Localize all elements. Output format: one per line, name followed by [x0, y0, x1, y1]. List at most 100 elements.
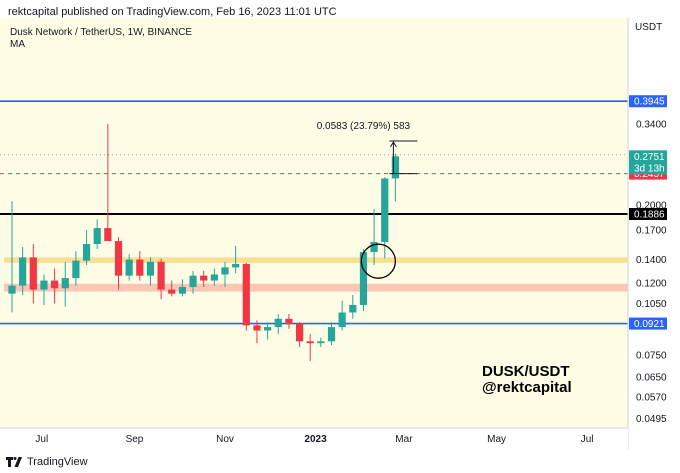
candle-body: [391, 156, 399, 179]
candle[interactable]: [295, 322, 304, 347]
candle[interactable]: [391, 153, 399, 202]
measure-label: 0.0583 (23.79%) 583: [317, 121, 411, 132]
measure-arrow-head: [389, 141, 397, 148]
candle-body: [349, 304, 357, 313]
price-tick-label: 0.1050: [636, 299, 667, 310]
candle[interactable]: [264, 322, 272, 340]
price-level-badge-label: 0.3945: [634, 97, 665, 108]
candle-body: [72, 260, 80, 279]
candle[interactable]: [189, 270, 197, 294]
candle-body: [264, 327, 272, 331]
price-chart[interactable]: 0.3400 0.2000 0.1700 0.1400 0.1200 0.1050 0.07…: [0, 18, 680, 450]
candle-body: [114, 241, 123, 276]
candle-body: [370, 242, 378, 253]
price-tick-label: 0.2000: [636, 201, 667, 212]
candle[interactable]: [370, 208, 378, 266]
candle[interactable]: [178, 279, 186, 297]
candle-body: [317, 341, 325, 344]
candle-body: [285, 318, 293, 324]
candle-body: [61, 278, 69, 289]
candle[interactable]: [51, 268, 59, 304]
candle[interactable]: [82, 229, 91, 266]
annotations-layer: [360, 140, 418, 279]
candle-body: [51, 280, 59, 289]
candle-body: [232, 263, 240, 268]
candle[interactable]: [168, 280, 176, 297]
candle[interactable]: [349, 295, 357, 319]
price-tick-label: 0.0495: [636, 414, 667, 425]
candle[interactable]: [253, 320, 261, 344]
candle[interactable]: [40, 274, 48, 305]
last-price-label: 0.2751: [634, 152, 665, 163]
candle-body: [221, 267, 229, 275]
tradingview-logo-icon: [6, 457, 22, 467]
watermark-pair: DUSK/USDT: [482, 363, 570, 380]
price-level-badge-label: 0.2457: [634, 169, 665, 180]
candle[interactable]: [221, 261, 229, 287]
candle[interactable]: [104, 123, 112, 242]
footer: TradingView: [6, 453, 88, 471]
candle[interactable]: [157, 258, 165, 300]
candle[interactable]: [136, 251, 144, 281]
candle-body: [104, 228, 112, 242]
candle-body: [242, 263, 250, 326]
candle[interactable]: [93, 219, 101, 250]
candle-body: [189, 275, 197, 287]
candle-body: [274, 318, 282, 328]
candle[interactable]: [29, 243, 37, 304]
candle[interactable]: [232, 245, 240, 274]
candle[interactable]: [338, 300, 346, 331]
time-axis[interactable]: Jul Sep Nov 2023 Mar May Jul: [0, 427, 628, 450]
candle[interactable]: [8, 201, 16, 313]
currency-label: USDT: [635, 22, 662, 33]
candle[interactable]: [285, 314, 293, 329]
candle-body: [19, 257, 27, 286]
price-level-badge-label: 0.1886: [634, 210, 665, 221]
candle-body: [136, 259, 144, 276]
chart-title: Dusk Network / TetherUS, 1W, BINANCE: [10, 27, 192, 38]
candle[interactable]: [327, 322, 336, 346]
time-tick-label: Sep: [126, 434, 144, 445]
highlight-circle: [360, 243, 397, 279]
price-tick-label: 0.0650: [636, 372, 667, 383]
zone-0: [4, 257, 628, 263]
candle[interactable]: [317, 337, 325, 347]
candle-body: [8, 285, 16, 294]
candle-body: [359, 252, 368, 305]
candle-body: [200, 275, 208, 281]
plot-background: [0, 18, 628, 428]
countdown-label: 3d 13h: [634, 163, 665, 174]
candles-layer[interactable]: [8, 123, 399, 362]
candle-body: [295, 323, 304, 342]
candle[interactable]: [72, 251, 80, 286]
price-axis-bg: [628, 18, 680, 450]
time-tick-label: Nov: [216, 434, 234, 445]
price-tick-label: 0.3400: [636, 119, 667, 130]
candle[interactable]: [125, 254, 133, 281]
candle[interactable]: [19, 246, 27, 296]
candle[interactable]: [210, 268, 218, 286]
price-tick-label: 0.1700: [636, 225, 667, 236]
candle-body: [178, 286, 186, 294]
candle-body: [29, 257, 37, 290]
candle[interactable]: [114, 237, 123, 290]
candle[interactable]: [200, 270, 208, 287]
zone-1: [4, 283, 628, 292]
price-tick-label: 0.0750: [636, 350, 667, 361]
zones-layer: [4, 257, 628, 292]
time-tick-label: 2023: [304, 434, 327, 445]
candle[interactable]: [306, 334, 314, 362]
price-axis[interactable]: 0.3400 0.2000 0.1700 0.1400 0.1200 0.1050 0.07…: [627, 18, 680, 450]
publish-header: rektcapital published on TradingView.com…: [8, 6, 337, 18]
indicator-label[interactable]: MA: [10, 39, 25, 50]
price-tick-label: 0.0570: [636, 392, 667, 403]
candle[interactable]: [146, 257, 155, 286]
candle[interactable]: [359, 249, 368, 311]
time-axis-bg: [0, 428, 628, 450]
candle[interactable]: [274, 314, 282, 335]
candle[interactable]: [242, 262, 250, 331]
candle[interactable]: [61, 261, 69, 307]
price-level-badge: [629, 208, 667, 221]
price-level-badge: [629, 95, 667, 108]
chart-svg[interactable]: 0.3400 0.2000 0.1700 0.1400 0.1200 0.1050 0.07…: [0, 18, 680, 450]
